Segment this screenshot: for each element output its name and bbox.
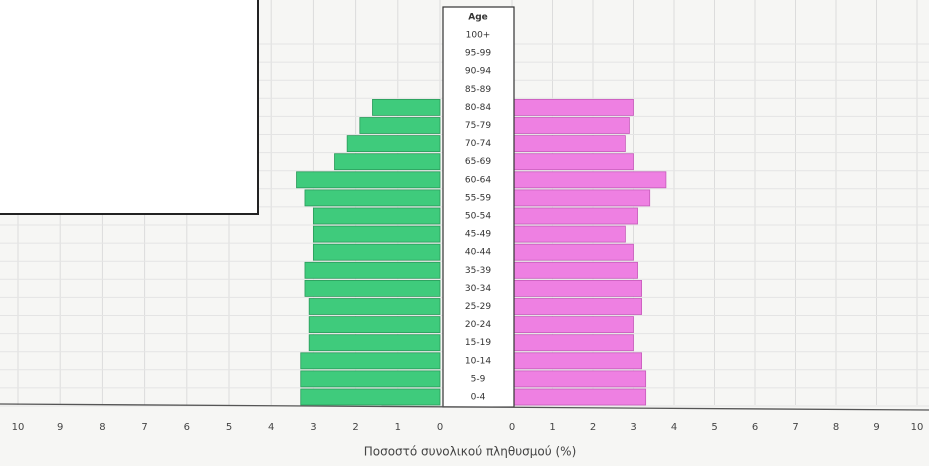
x-tick-label: 1 — [395, 422, 401, 433]
overlay-box — [0, 0, 259, 215]
bar — [511, 117, 630, 134]
category-label: 95-99 — [465, 49, 491, 59]
bar — [511, 279, 643, 297]
x-tick-label: 1 — [549, 422, 555, 433]
bar — [511, 298, 643, 315]
grid — [0, 0, 929, 407]
bar — [511, 261, 638, 279]
x-tick-label: 5 — [226, 422, 232, 433]
category-label: 60-64 — [465, 175, 491, 185]
x-tick-label: 0 — [509, 422, 515, 433]
category-label: 20-24 — [465, 320, 491, 330]
x-tick-label: 9 — [873, 422, 879, 433]
category-label: 40-44 — [465, 248, 491, 258]
category-label: 0-4 — [471, 393, 486, 403]
bar — [300, 352, 441, 370]
bar — [511, 334, 634, 352]
bar — [511, 171, 667, 189]
category-label: 5-9 — [471, 374, 486, 384]
x-tick-label: 3 — [310, 422, 316, 433]
x-tick-label: 4 — [671, 422, 677, 433]
bar — [511, 370, 647, 388]
bar — [300, 370, 441, 388]
category-label: 70-74 — [465, 139, 491, 149]
x-tick-label: 6 — [752, 422, 758, 433]
category-label: 30-34 — [465, 284, 491, 294]
x-tick-label: 0 — [437, 422, 443, 433]
bar — [511, 99, 634, 116]
bar — [511, 207, 638, 225]
x-tick-label: 10 — [12, 422, 25, 433]
bar — [304, 189, 441, 207]
x-tick-label: 7 — [792, 422, 798, 433]
bar — [308, 298, 441, 315]
category-label: 75-79 — [465, 121, 491, 131]
category-label: 15-19 — [465, 338, 491, 348]
bar — [296, 171, 441, 189]
category-label: 50-54 — [465, 212, 491, 222]
bar — [511, 135, 626, 153]
x-tick-label: 3 — [630, 422, 636, 433]
x-tick-label: 9 — [57, 422, 63, 433]
bar — [334, 153, 441, 171]
category-label: 80-84 — [465, 103, 491, 113]
x-tick-label: 5 — [711, 422, 717, 433]
category-label: 100+ — [466, 31, 491, 41]
x-tick-label: 10 — [911, 422, 924, 433]
bar — [304, 261, 441, 279]
x-axis — [0, 403, 929, 411]
category-label: 45-49 — [465, 230, 491, 240]
category-label: 90-94 — [465, 67, 491, 77]
bar — [359, 117, 441, 134]
x-axis-title: Ποσοστό συνολικού πληθυσμού (%) — [364, 445, 577, 459]
category-label: 25-29 — [465, 302, 491, 312]
bar — [312, 207, 441, 225]
bar — [511, 225, 626, 243]
category-label: 35-39 — [465, 266, 491, 276]
bar — [511, 352, 643, 370]
bar — [304, 279, 441, 297]
x-tick-label: 8 — [833, 422, 839, 433]
bar — [511, 316, 634, 334]
x-tick-label: 4 — [268, 422, 274, 433]
bar — [511, 153, 634, 171]
label-column — [442, 6, 515, 408]
bar — [511, 243, 634, 261]
bar — [372, 99, 441, 116]
x-tick-label: 7 — [141, 422, 147, 433]
bar — [511, 189, 651, 207]
bar — [300, 388, 441, 406]
category-label: 65-69 — [465, 157, 491, 167]
category-header: Age — [468, 13, 488, 23]
bar — [312, 243, 441, 261]
x-tick-label: 8 — [99, 422, 105, 433]
category-label: 85-89 — [465, 85, 491, 95]
bar — [308, 316, 441, 334]
x-tick-label: 6 — [184, 422, 190, 433]
bar — [346, 135, 441, 153]
bar — [511, 388, 647, 406]
x-tick-label: 2 — [590, 422, 596, 433]
bar — [312, 225, 441, 243]
category-label: 55-59 — [465, 193, 491, 203]
bar — [308, 334, 441, 352]
category-label: 10-14 — [465, 356, 491, 366]
x-tick-label: 2 — [352, 422, 358, 433]
